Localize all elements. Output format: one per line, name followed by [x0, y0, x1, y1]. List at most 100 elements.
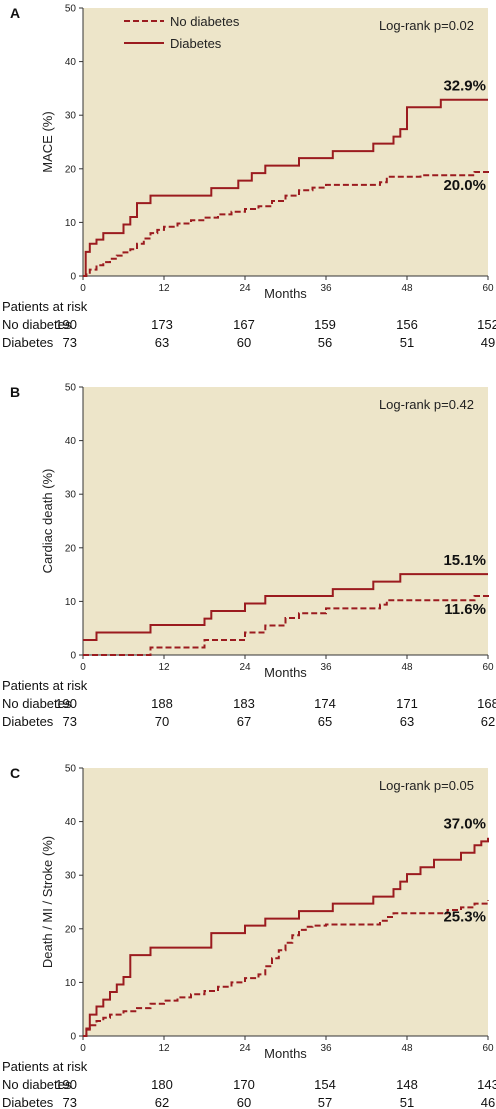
y-axis-label: MACE (%) — [40, 111, 55, 172]
risk-row-label-diabetes: Diabetes — [2, 1095, 54, 1109]
y-tick-label: 50 — [65, 4, 77, 15]
y-tick-label: 10 — [65, 597, 77, 608]
end-label-no-diabetes: 20.0% — [443, 177, 486, 194]
x-tick-label: 48 — [401, 283, 413, 294]
risk-count-diabetes: 73 — [63, 714, 77, 729]
x-tick-label: 36 — [320, 662, 332, 673]
y-tick-label: 30 — [65, 490, 77, 501]
x-axis-label: Months — [264, 1046, 307, 1061]
x-tick-label: 36 — [320, 1043, 332, 1054]
risk-count-diabetes: 49 — [481, 335, 495, 350]
y-tick-label: 20 — [65, 543, 77, 554]
curve-no-diabetes — [83, 900, 489, 1037]
risk-table-header: Patients at risk — [2, 1059, 88, 1074]
y-axis-label: Cardiac death (%) — [40, 469, 55, 574]
risk-row-label-diabetes: Diabetes — [2, 335, 54, 350]
x-tick-label: 24 — [239, 283, 251, 294]
x-tick-label: 48 — [401, 1043, 413, 1054]
logrank-annotation: Log-rank p=0.02 — [379, 18, 474, 33]
risk-count-no-diabetes: 183 — [233, 696, 255, 711]
curve-no-diabetes — [83, 168, 489, 277]
end-label-diabetes: 32.9% — [443, 78, 486, 95]
legend-label-no-diabetes: No diabetes — [170, 14, 240, 29]
plot-area — [83, 768, 488, 1036]
risk-count-diabetes: 63 — [155, 335, 169, 350]
x-tick-label: 48 — [401, 662, 413, 673]
panel-b: B 0 10 20 30 40 50 0 12 24 36 48 60 Cardiac death (%)… — [2, 383, 496, 730]
y-tick-label: 40 — [65, 436, 77, 447]
y-tick-label: 20 — [65, 924, 77, 935]
y-tick-label: 50 — [65, 383, 77, 394]
risk-count-diabetes: 51 — [400, 335, 414, 350]
risk-count-diabetes: 67 — [237, 714, 251, 729]
risk-count-diabetes: 73 — [63, 335, 77, 350]
x-axis-label: Months — [264, 286, 307, 301]
risk-count-no-diabetes: 156 — [396, 317, 418, 332]
risk-count-no-diabetes: 180 — [151, 1077, 173, 1092]
risk-count-diabetes: 63 — [400, 714, 414, 729]
y-tick-label: 0 — [70, 1032, 76, 1043]
risk-count-no-diabetes: 174 — [314, 696, 336, 711]
x-tick-label: 60 — [482, 1043, 494, 1054]
risk-count-diabetes: 73 — [63, 1095, 77, 1109]
risk-count-no-diabetes: 148 — [396, 1077, 418, 1092]
end-label-diabetes: 15.1% — [443, 552, 486, 569]
end-label-no-diabetes: 25.3% — [443, 908, 486, 925]
x-tick-label: 60 — [482, 662, 494, 673]
risk-table-header: Patients at risk — [2, 299, 88, 314]
x-tick-label: 60 — [482, 283, 494, 294]
curve-diabetes — [83, 837, 489, 1037]
x-tick-label: 12 — [158, 662, 170, 673]
risk-row-label-diabetes: Diabetes — [2, 714, 54, 729]
risk-count-diabetes: 46 — [481, 1095, 495, 1109]
y-tick-label: 10 — [65, 218, 77, 229]
risk-count-no-diabetes: 171 — [396, 696, 418, 711]
plot-area — [83, 8, 488, 276]
plot-area — [83, 387, 488, 655]
risk-count-no-diabetes: 190 — [55, 317, 77, 332]
risk-count-no-diabetes: 167 — [233, 317, 255, 332]
risk-table-header: Patients at risk — [2, 678, 88, 693]
y-tick-label: 50 — [65, 764, 77, 775]
x-tick-label: 0 — [80, 1043, 86, 1054]
x-tick-label: 12 — [158, 283, 170, 294]
risk-count-diabetes: 57 — [318, 1095, 332, 1109]
risk-count-no-diabetes: 190 — [55, 696, 77, 711]
x-tick-label: 12 — [158, 1043, 170, 1054]
risk-count-no-diabetes: 154 — [314, 1077, 336, 1092]
risk-count-no-diabetes: 173 — [151, 317, 173, 332]
end-label-diabetes: 37.0% — [443, 816, 486, 833]
y-tick-label: 40 — [65, 817, 77, 828]
risk-count-no-diabetes: 159 — [314, 317, 336, 332]
y-tick-label: 0 — [70, 272, 76, 283]
risk-count-no-diabetes: 188 — [151, 696, 173, 711]
curve-diabetes — [83, 573, 488, 641]
x-tick-label: 36 — [320, 283, 332, 294]
curve-no-diabetes — [83, 592, 489, 656]
x-tick-label: 24 — [239, 662, 251, 673]
risk-count-diabetes: 60 — [237, 335, 251, 350]
x-axis-label: Months — [264, 665, 307, 680]
risk-row-label-no-diabetes: No diabetes — [2, 317, 72, 332]
y-tick-label: 40 — [65, 57, 77, 68]
risk-count-diabetes: 70 — [155, 714, 169, 729]
panel-letter: C — [10, 765, 20, 781]
legend: No diabetes Diabetes — [124, 14, 240, 51]
risk-count-diabetes: 56 — [318, 335, 332, 350]
end-label-no-diabetes: 11.6% — [444, 601, 486, 618]
risk-count-diabetes: 60 — [237, 1095, 251, 1109]
x-tick-label: 24 — [239, 1043, 251, 1054]
y-tick-label: 20 — [65, 164, 77, 175]
risk-count-no-diabetes: 168 — [477, 696, 496, 711]
y-tick-label: 30 — [65, 111, 77, 122]
legend-label-diabetes: Diabetes — [170, 36, 222, 51]
risk-row-label-no-diabetes: No diabetes — [2, 696, 72, 711]
x-tick-label: 0 — [80, 662, 86, 673]
panel-a: A 0 10 20 30 40 50 0 12 24 36 48 60 MACE (%) Months Log… — [2, 4, 496, 351]
y-tick-label: 30 — [65, 871, 77, 882]
panel-letter: A — [10, 5, 20, 21]
